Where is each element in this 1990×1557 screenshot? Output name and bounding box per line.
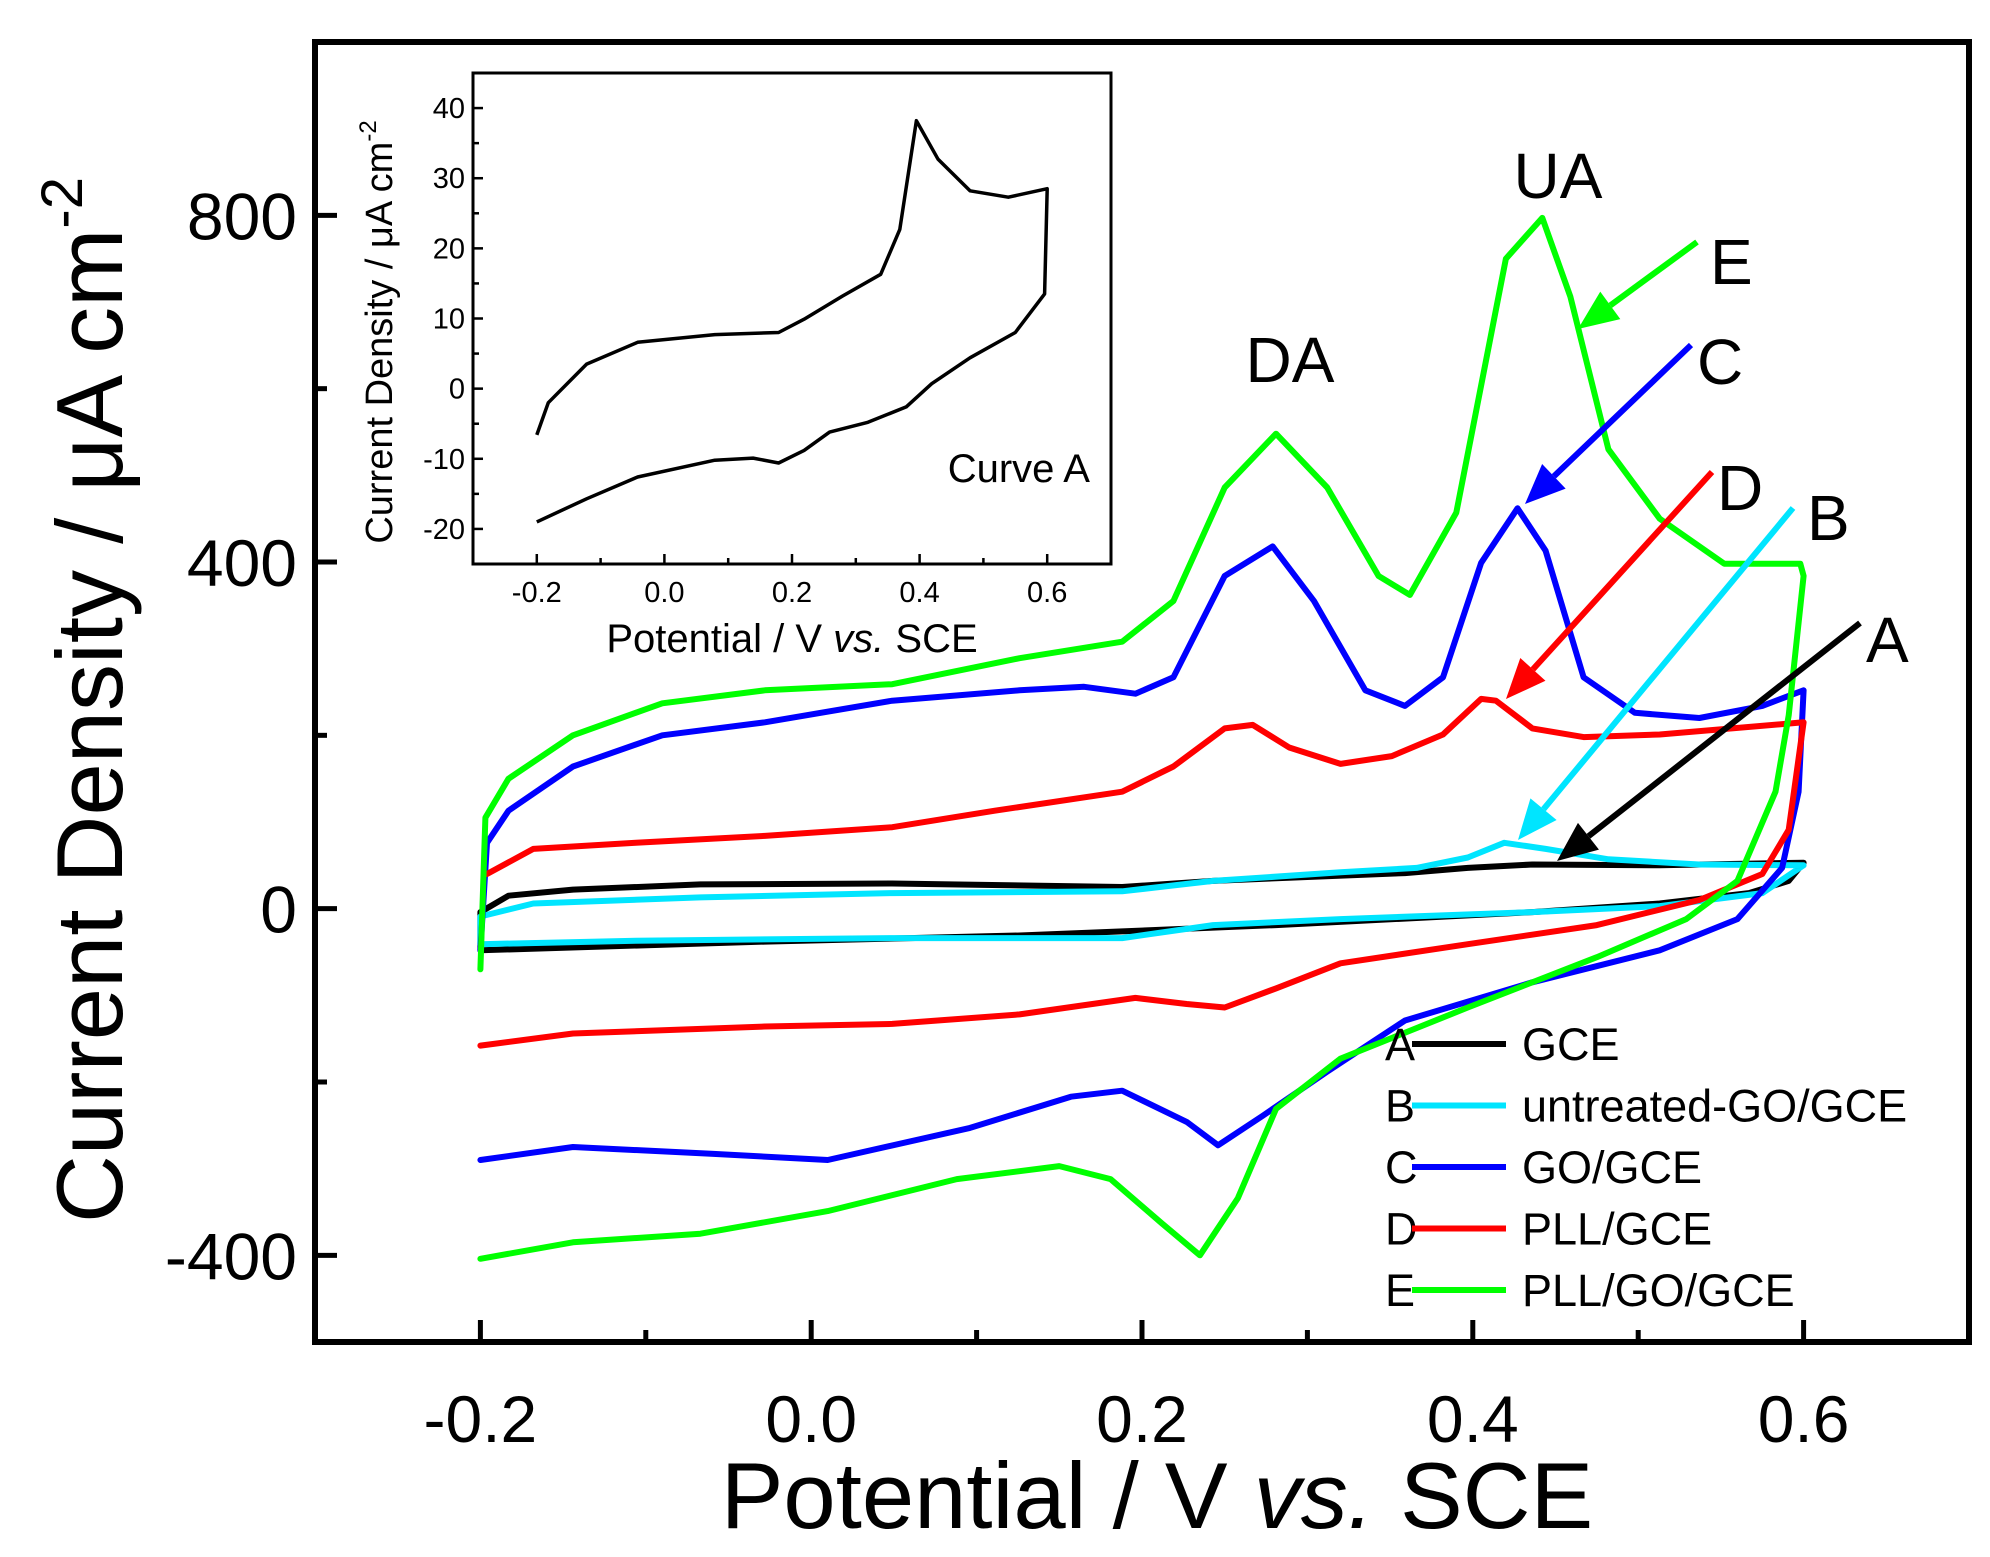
arrow-E-shaft [1608, 239, 1699, 308]
legend-letter: A [1385, 1019, 1415, 1070]
inset-y-tick-label: 0 [449, 374, 465, 406]
inset-y-tick-label: -10 [423, 444, 465, 476]
legend-label: untreated-GO/GCE [1522, 1081, 1907, 1132]
inset-plot: -0.2 0.0 0.2 0.4 0.6 -20 -10 0 10 20 30 40 Potential… [355, 71, 1113, 661]
legend-label: GCE [1522, 1019, 1620, 1070]
x-tick-label: 0.2 [1096, 1382, 1188, 1456]
legend: A GCE B untreated-GO/GCE C GO/GCE D PLL/GCE E PLL… [1385, 1019, 1907, 1316]
legend-item-E: E PLL/GO/GCE [1385, 1265, 1795, 1316]
inset-x-axis-title-part: SCE [884, 617, 977, 661]
y-axis-title: Current Density / μA cm-2 [30, 177, 142, 1223]
x-tick-label: 0.6 [1758, 1382, 1850, 1456]
arrow-B-shaft [1541, 506, 1796, 812]
inset-x-tick-label: 0.4 [899, 577, 939, 609]
x-axis-title-part: Potential / V [721, 1443, 1254, 1548]
arrow-D-head [1506, 657, 1546, 699]
inset-frame [471, 71, 1113, 566]
x-tick-label: -0.2 [424, 1382, 538, 1456]
legend-item-A: A GCE [1385, 1019, 1620, 1070]
inset-series-line-A [535, 118, 1049, 524]
arrow-C-shaft [1551, 342, 1694, 479]
inset-x-tick-label: 0.0 [644, 577, 684, 609]
legend-label: GO/GCE [1522, 1142, 1702, 1193]
legend-letter: B [1385, 1081, 1415, 1132]
inset-y-axis-title: Current Density / μA cm-2 [355, 120, 401, 543]
inset-x-tick-label: 0.2 [772, 577, 812, 609]
legend-item-C: C GO/GCE [1385, 1142, 1702, 1193]
arrow-label-E: E [1710, 226, 1753, 298]
arrow-C-head [1525, 464, 1566, 504]
y-axis-title-superscript: -2 [30, 177, 95, 229]
arrow-label-D: D [1717, 452, 1763, 524]
inset-x-tick-label: 0.6 [1027, 577, 1067, 609]
x-tick-label: 0.0 [765, 1382, 857, 1456]
inset-y-tick-label: 20 [433, 233, 465, 265]
series-line-A [477, 859, 1807, 954]
inset-annotation: Curve A [948, 447, 1091, 491]
arrow-D-shaft [1530, 469, 1715, 672]
y-tick-label: 400 [187, 526, 297, 600]
legend-letter: E [1385, 1265, 1415, 1316]
peak-label-UA: UA [1514, 140, 1603, 212]
series-line-C [477, 505, 1807, 1163]
inset-y-tick-label: 10 [433, 304, 465, 336]
peak-label-DA: DA [1246, 324, 1335, 396]
legend-label: PLL/GCE [1522, 1204, 1712, 1255]
y-tick-label: -400 [165, 1219, 297, 1293]
inset-y-tick-label: 30 [433, 163, 465, 195]
arrow-A-shaft [1586, 620, 1862, 839]
legend-item-D: D PLL/GCE [1385, 1204, 1712, 1255]
y-axis-title-main: Current Density / μA cm [37, 229, 142, 1223]
series-line-B [477, 839, 1807, 948]
legend-label: PLL/GO/GCE [1522, 1265, 1795, 1316]
x-axis-title-part: SCE [1374, 1443, 1593, 1548]
x-axis-title-part: vs. [1254, 1443, 1374, 1548]
inset-y-tick-label: -20 [423, 514, 465, 546]
series-line-E [477, 214, 1807, 1262]
inset-y-tick-label: 40 [433, 93, 465, 125]
arrow-B-head [1518, 798, 1557, 840]
arrow-label-C: C [1697, 326, 1743, 398]
inset-x-axis-title: Potential / V vs. SCE [606, 617, 977, 661]
x-axis-title: Potential / V vs. SCE [721, 1443, 1594, 1548]
y-tick-label: 0 [260, 873, 297, 947]
arrow-label-B: B [1807, 482, 1850, 554]
x-tick-label: 0.4 [1427, 1382, 1519, 1456]
inset-x-tick-label: -0.2 [512, 577, 562, 609]
arrow-label-A: A [1866, 604, 1909, 676]
inset-y-axis-title-main: Current Density / μA cm [359, 142, 401, 544]
arrow-E-head [1578, 291, 1621, 329]
y-tick-label: 800 [187, 179, 297, 253]
inset-y-axis-title-superscript: -2 [355, 120, 382, 141]
arrow-A-head [1557, 822, 1599, 861]
series-line-D [477, 695, 1807, 1049]
inset-x-axis-title-part: Potential / V [606, 617, 833, 661]
inset-x-axis-title-part: vs. [833, 617, 884, 661]
